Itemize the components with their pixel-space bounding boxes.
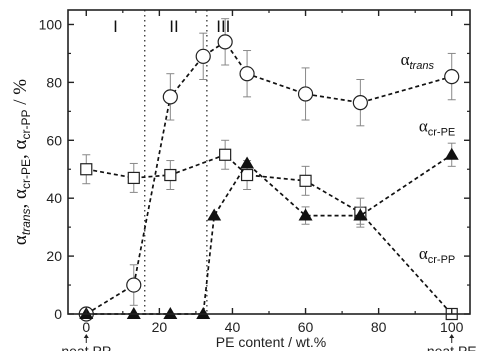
data-point-cr-PE (299, 174, 312, 187)
y-tick-label-3: 60 (46, 132, 62, 148)
data-point-cr-PE (80, 163, 93, 176)
data-point-trans (126, 277, 142, 293)
x-tick-label-5: 100 (440, 319, 464, 335)
y-tick-label-5: 100 (39, 16, 63, 32)
series-line-trans (85, 40, 452, 315)
data-point-cr-PE (164, 168, 177, 182)
x-tick-label-3: 60 (298, 319, 314, 335)
series-label-main: α (419, 117, 428, 136)
y-axis-title: αtrans​, αcr-PE​, αcr-PP​ / % (10, 79, 33, 245)
data-point-cr-PP (298, 208, 313, 221)
y-tick-label-0: 0 (54, 306, 62, 322)
data-point-cr-PP (240, 156, 255, 169)
series-label-sub: cr-PP (428, 254, 456, 266)
series-trans (78, 18, 460, 322)
data-point-trans (217, 34, 233, 50)
data-point-cr-PE (240, 168, 254, 182)
x-axis-title: PE content / wt.% (216, 334, 327, 350)
data-point-cr-PP (353, 208, 368, 221)
series-label-cr-PP: αcr-PP (419, 244, 455, 266)
end-annotation-arrowhead-0 (83, 334, 89, 338)
data-point-cr-PE (127, 171, 140, 185)
x-tick-label-0: 0 (82, 319, 90, 335)
series-cr-PP (79, 142, 459, 319)
region-label-2: III (216, 17, 230, 36)
series-cr-PE (80, 139, 458, 321)
chart-labels: PE content / wt.% neat PP neat PEI II IIIαt… (10, 17, 477, 351)
data-point-trans (162, 89, 178, 105)
series-label-sub: trans (409, 60, 434, 72)
series-label-sub: cr-PE (428, 127, 456, 139)
x-tick-label-2: 40 (225, 319, 241, 335)
y-tick-label-4: 80 (46, 74, 62, 90)
series-layer (78, 18, 460, 322)
y-axis-title-part-3: , (10, 149, 31, 159)
y-axis-title-sub-4: cr-PP (19, 110, 33, 140)
data-point-trans (195, 48, 211, 64)
x-tick-label-4: 80 (371, 319, 387, 335)
data-point-trans (352, 95, 368, 111)
y-tick-label-1: 20 (46, 248, 62, 264)
data-point-cr-PP (444, 147, 459, 160)
y-axis-title-sub-2: cr-PE (19, 159, 33, 189)
end-annotation-1: neat PE (427, 343, 477, 351)
end-annotation-0: neat PP (61, 343, 111, 351)
series-line-cr-PE (86, 153, 453, 315)
y-axis-title-part-4: α (10, 139, 31, 149)
data-point-cr-PP (207, 208, 222, 221)
series-label-cr-PE: αcr-PE (419, 117, 455, 139)
data-point-trans (239, 66, 255, 82)
y-axis-title-part-1: , (10, 199, 31, 209)
series-label-trans: αtrans (401, 50, 435, 72)
x-tick-label-1: 20 (152, 319, 168, 335)
series-label-main: α (401, 50, 410, 69)
y-axis-title-part-5: / % (10, 79, 31, 110)
data-point-cr-PE (219, 148, 232, 161)
data-point-cr-PP (196, 307, 211, 319)
series-label-main: α (419, 244, 428, 263)
series-line-cr-PP (86, 154, 453, 315)
data-point-cr-PP (126, 307, 141, 319)
y-axis-title-part-0: α (10, 235, 31, 245)
y-axis-title-part-2: α (10, 189, 31, 199)
end-annotation-arrowhead-1 (449, 334, 455, 338)
y-tick-label-2: 40 (46, 190, 62, 206)
data-point-trans (444, 68, 460, 85)
data-point-cr-PP (163, 307, 178, 319)
region-label-0: I (113, 17, 118, 36)
axes: 0 20 40 60 80 100 0 20 40 60 80 100 (39, 10, 470, 335)
y-axis-title-sub-0: trans (19, 208, 33, 235)
data-point-trans (297, 86, 314, 102)
plot-frame (67, 9, 471, 315)
region-label-1: II (169, 17, 178, 36)
